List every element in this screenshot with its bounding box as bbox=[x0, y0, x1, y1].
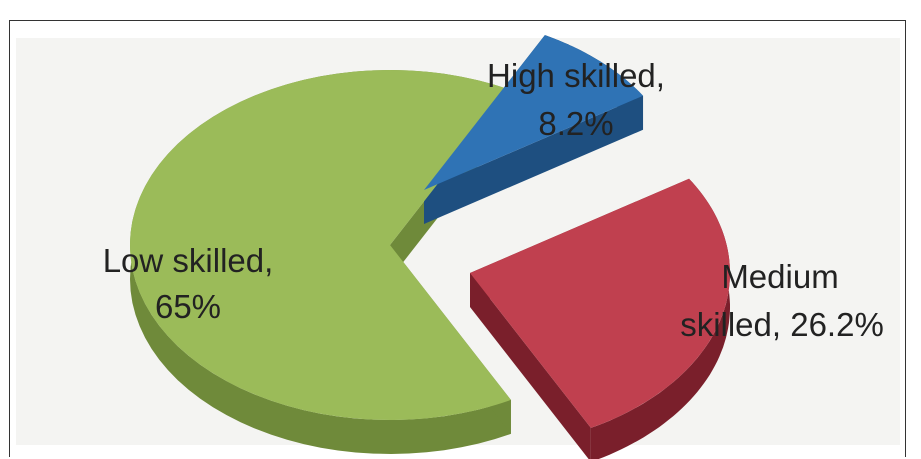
slice-label-low-line2: 65% bbox=[155, 288, 221, 325]
slice-label-medium-line1: Medium bbox=[721, 258, 838, 295]
slice-label-medium-line2: skilled, 26.2% bbox=[680, 306, 884, 343]
slice-1 bbox=[424, 35, 644, 190]
slice-label-high-line1: High skilled, bbox=[487, 57, 665, 94]
slice-label-high-line2: 8.2% bbox=[538, 105, 613, 142]
slice-face-2-1 bbox=[470, 273, 591, 459]
pie-labels: Low skilled, 65% High skilled, 8.2% Medi… bbox=[103, 57, 884, 343]
slice-2 bbox=[470, 178, 731, 428]
pie-tops bbox=[130, 35, 731, 428]
slice-side-2 bbox=[590, 178, 730, 459]
slice-face-1-1 bbox=[424, 95, 644, 224]
slice-label-low-line1: Low skilled, bbox=[103, 242, 274, 279]
slice-0 bbox=[130, 70, 511, 421]
